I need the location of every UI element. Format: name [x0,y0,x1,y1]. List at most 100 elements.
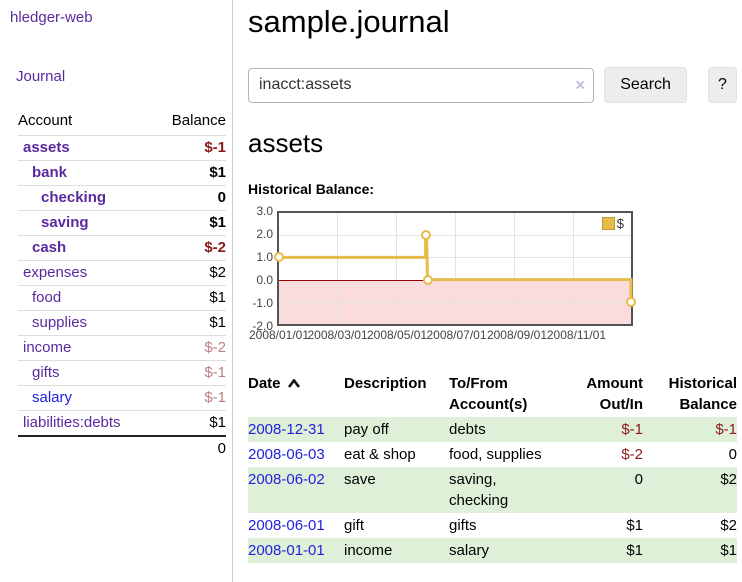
account-link-bank[interactable]: bank [32,164,68,181]
transaction-balance: 0 [728,446,737,463]
accounts-header-balance: Balance [171,112,226,129]
account-row: assets $-1 [18,135,226,161]
balance-line [279,213,631,324]
legend-swatch-icon [601,217,615,230]
account-link-food[interactable]: food [32,289,62,306]
balance-chart: 3.0 2.0 1.0 0.0 -1.0 -2.0 $ 2008/01/01 2008/03… [248,204,737,350]
transaction-balance: $2 [720,517,737,534]
brand-link[interactable]: hledger-web [10,9,93,26]
balance-polyline [279,235,631,302]
account-link-assets[interactable]: assets [23,139,70,156]
transaction-amount: $1 [626,542,643,559]
account-link-income[interactable]: income [23,339,72,356]
chart-y-axis: 3.0 2.0 1.0 0.0 -1.0 -2.0 [252,204,273,333]
account-balance: $-2 [204,339,226,356]
account-heading: assets [248,128,324,158]
transaction-description: pay off [344,421,389,438]
account-balance: $1 [209,314,226,331]
sidebar-item-journal[interactable]: Journal [16,68,66,85]
chart-legend: $ [599,215,626,232]
account-row: cash $-2 [18,235,226,261]
legend-label: $ [616,216,624,231]
account-link-gifts[interactable]: gifts [32,364,60,381]
transaction-description: gift [344,517,365,534]
data-point-marker [626,296,636,307]
sort-ascending-icon [287,378,300,388]
register-header-accounts: To/From Account(s) [449,375,528,413]
accounts-header-account: Account [18,112,73,129]
account-row: income $-2 [18,335,226,361]
account-row: supplies $1 [18,310,226,336]
account-balance: $-2 [204,239,226,256]
account-balance: $1 [209,164,226,181]
account-balance: $-1 [204,364,226,381]
account-link-liabilities-debts[interactable]: liabilities:debts [23,414,121,431]
transaction-amount: $-1 [621,421,643,438]
account-link-supplies[interactable]: supplies [32,314,88,331]
account-link-saving[interactable]: saving [41,214,89,231]
transaction-date-link[interactable]: 2008-06-01 [248,517,325,534]
account-link-expenses[interactable]: expenses [23,264,88,281]
account-row: gifts $-1 [18,360,226,386]
accounts-table: Account Balance assets $-1 bank $1 checkin… [18,108,226,461]
register-header-description: Description [344,375,427,392]
transaction-date-link[interactable]: 2008-12-31 [248,421,325,438]
register-row: 2008-06-01 gift gifts $1 $2 [248,513,737,538]
transaction-balance: $2 [720,471,737,488]
transaction-amount: 0 [634,471,643,488]
search-form: × Search ? [248,67,737,103]
account-link-salary[interactable]: salary [32,389,73,406]
search-input[interactable] [248,67,595,103]
account-balance: $1 [209,289,226,306]
transaction-balance: $-1 [715,421,737,438]
account-row: bank $1 [18,160,226,186]
register-table: Date Description To/From Account(s) Amou… [248,371,737,563]
data-point-marker [420,230,431,241]
chart-title: Historical Balance: [248,181,375,197]
account-link-cash[interactable]: cash [32,239,67,256]
account-balance: $-1 [204,139,226,156]
help-button[interactable]: ? [707,67,737,103]
transaction-date-link[interactable]: 2008-06-02 [248,471,325,488]
clear-search-icon[interactable]: × [575,75,586,95]
account-row: expenses $2 [18,260,226,286]
register-header-amount: Amount Out/In [586,375,643,413]
accounts-total-row: 0 [18,435,226,461]
transaction-description: save [344,471,376,488]
account-balance: $1 [209,214,226,231]
transaction-description: eat & shop [344,446,416,463]
transaction-accounts: gifts [449,517,477,534]
data-point-marker [422,274,433,285]
register-row: 2008-01-01 income salary $1 $1 [248,538,737,563]
register-row: 2008-06-02 save saving, checking 0 $2 [248,467,737,513]
transaction-date-link[interactable]: 2008-01-01 [248,542,325,559]
main-panel: sample.journal × Search ? assets Histori… [248,0,737,563]
account-row: liabilities:debts $1 [18,410,226,436]
account-row: salary $-1 [18,385,226,411]
data-point-marker [274,252,284,263]
account-link-checking[interactable]: checking [41,189,107,206]
chart-x-axis: 2008/01/01 2008/03/01 2008/05/01 2008/07/01… [248,328,607,342]
account-balance: $2 [209,264,226,281]
search-button[interactable]: Search [604,67,687,103]
account-balance: $1 [209,414,226,431]
account-balance: 0 [217,189,226,206]
register-row: 2008-06-03 eat & shop food, supplies $-2… [248,442,737,467]
account-row: food $1 [18,285,226,311]
transaction-amount: $1 [626,517,643,534]
account-row: checking 0 [18,185,226,211]
account-row: saving $1 [18,210,226,236]
sidebar: hledger-web Journal Account Balance asse… [0,0,233,582]
page-title: sample.journal [248,4,450,39]
transaction-accounts: salary [449,542,490,559]
transaction-balance: $1 [720,542,737,559]
register-header-balance: Historical Balance [668,375,737,413]
accounts-total: 0 [154,435,226,461]
plot-area: $ [274,211,636,326]
register-header-date[interactable]: Date [248,371,344,417]
transaction-description: income [344,542,393,559]
account-balance: $-1 [204,389,226,406]
transaction-accounts: food, supplies [449,446,542,463]
transaction-date-link[interactable]: 2008-06-03 [248,446,325,463]
transaction-accounts: saving, checking [449,471,509,509]
